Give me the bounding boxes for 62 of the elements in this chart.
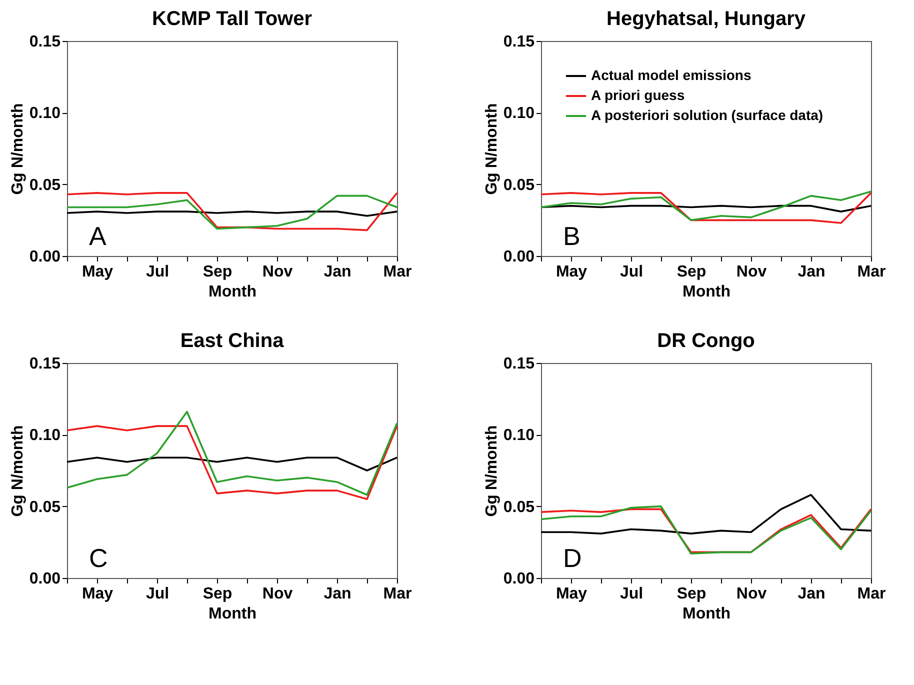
x-tick-label: May (556, 264, 588, 280)
x-tick-label: May (82, 586, 114, 602)
y-tick-label: 0.15 (503, 356, 535, 372)
x-tick-label: Nov (262, 586, 293, 602)
x-tick-label: Jan (798, 264, 826, 280)
y-tick-label: 0.10 (29, 105, 61, 122)
y-tick-label: 0.10 (503, 427, 535, 444)
x-tick-label: Mar (857, 586, 886, 602)
chart-title: Hegyhatsal, Hungary (606, 8, 806, 30)
line-series (66, 425, 398, 500)
y-tick-label: 0.10 (29, 427, 61, 444)
y-tick-label: 0.05 (503, 176, 535, 194)
x-tick-label: Nov (262, 264, 293, 280)
chart-title: DR Congo (657, 330, 755, 352)
x-axis-title: Month (682, 284, 730, 300)
y-tick-label: 0.10 (503, 105, 535, 122)
x-tick-label: Mar (383, 264, 412, 280)
y-tick-label: 0.15 (29, 34, 61, 50)
x-tick-label: May (556, 586, 588, 602)
legend-label: A priori guess (591, 87, 685, 103)
x-tick-label: Nov (736, 264, 767, 280)
legend-label: Actual model emissions (591, 67, 752, 83)
y-axis-title: Gg N/month (9, 103, 26, 195)
y-tick-label: 0.00 (29, 248, 61, 266)
x-tick-label: Jul (620, 264, 644, 280)
x-tick-label: Sep (676, 586, 706, 602)
y-tick-label: 0.15 (503, 34, 535, 50)
line-series (540, 494, 872, 534)
y-tick-label: 0.15 (29, 356, 61, 372)
x-tick-label: Mar (857, 264, 886, 280)
annotation: B (563, 221, 580, 251)
chart-title: East China (180, 330, 285, 352)
x-tick-label: Sep (202, 586, 232, 602)
y-tick-label: 0.00 (503, 248, 535, 266)
x-axis-title: Month (208, 606, 256, 622)
x-axis-title: Month (682, 606, 730, 622)
y-axis-title: Gg N/month (9, 425, 26, 517)
x-tick-label: Jan (324, 586, 352, 602)
chart-title: KCMP Tall Tower (152, 8, 312, 30)
y-tick-label: 0.00 (29, 570, 61, 588)
x-tick-label: Mar (383, 586, 412, 602)
x-tick-label: Jul (146, 586, 170, 602)
x-tick-label: Nov (736, 586, 767, 602)
y-axis-title: Gg N/month (483, 103, 500, 195)
annotation: D (563, 543, 582, 573)
x-tick-label: Jul (620, 586, 644, 602)
y-tick-label: 0.05 (29, 498, 61, 516)
x-tick-label: May (82, 264, 114, 280)
x-tick-label: Sep (202, 264, 232, 280)
line-series (66, 410, 398, 496)
x-tick-label: Sep (676, 264, 706, 280)
legend-label: A posteriori solution (surface data) (591, 107, 824, 123)
y-tick-label: 0.05 (29, 176, 61, 194)
x-tick-label: Jan (798, 586, 826, 602)
y-tick-label: 0.00 (503, 570, 535, 588)
x-tick-label: Jul (146, 264, 170, 280)
y-tick-label: 0.05 (503, 498, 535, 516)
x-axis-title: Month (208, 284, 256, 300)
annotation: A (89, 221, 107, 251)
y-axis-title: Gg N/month (483, 425, 500, 517)
x-tick-label: Jan (324, 264, 352, 280)
annotation: C (89, 543, 108, 573)
